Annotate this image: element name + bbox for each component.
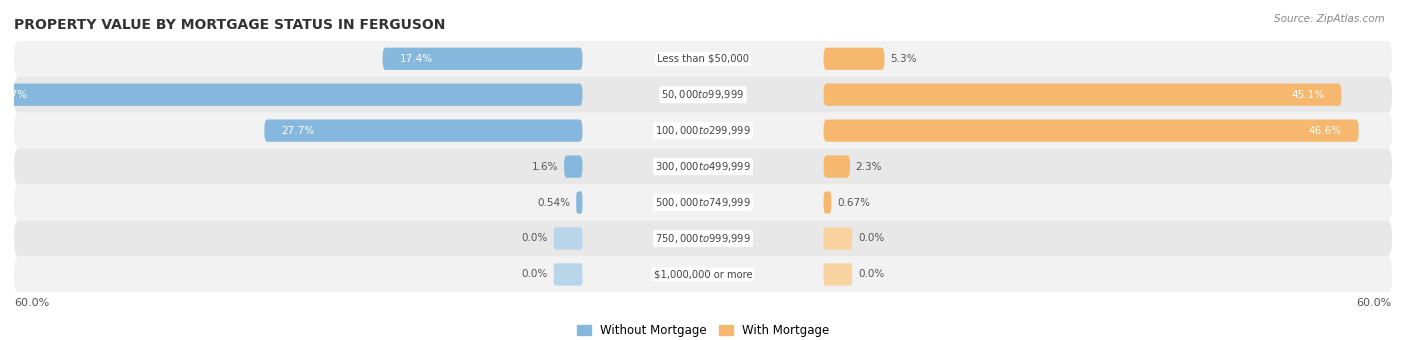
Text: 17.4%: 17.4% bbox=[399, 54, 433, 64]
Text: 60.0%: 60.0% bbox=[14, 298, 49, 308]
Text: 5.3%: 5.3% bbox=[890, 54, 917, 64]
Text: 0.0%: 0.0% bbox=[522, 269, 548, 279]
Text: $1,000,000 or more: $1,000,000 or more bbox=[654, 269, 752, 279]
FancyBboxPatch shape bbox=[554, 263, 582, 286]
Text: 52.7%: 52.7% bbox=[0, 90, 28, 100]
FancyBboxPatch shape bbox=[576, 191, 582, 214]
FancyBboxPatch shape bbox=[264, 120, 582, 142]
FancyBboxPatch shape bbox=[824, 191, 831, 214]
Text: 0.0%: 0.0% bbox=[858, 269, 884, 279]
FancyBboxPatch shape bbox=[14, 41, 1392, 77]
Text: Source: ZipAtlas.com: Source: ZipAtlas.com bbox=[1274, 14, 1385, 23]
FancyBboxPatch shape bbox=[824, 48, 884, 70]
Text: 2.3%: 2.3% bbox=[856, 162, 882, 172]
Text: 0.54%: 0.54% bbox=[537, 198, 571, 207]
Text: 46.6%: 46.6% bbox=[1309, 126, 1341, 136]
Text: 27.7%: 27.7% bbox=[281, 126, 315, 136]
Text: 60.0%: 60.0% bbox=[1357, 298, 1392, 308]
FancyBboxPatch shape bbox=[824, 155, 851, 178]
FancyBboxPatch shape bbox=[824, 227, 852, 250]
Text: $100,000 to $299,999: $100,000 to $299,999 bbox=[655, 124, 751, 137]
Text: $750,000 to $999,999: $750,000 to $999,999 bbox=[655, 232, 751, 245]
Text: $500,000 to $749,999: $500,000 to $749,999 bbox=[655, 196, 751, 209]
Text: 1.6%: 1.6% bbox=[531, 162, 558, 172]
Text: 0.0%: 0.0% bbox=[522, 234, 548, 243]
Text: $50,000 to $99,999: $50,000 to $99,999 bbox=[661, 88, 745, 101]
FancyBboxPatch shape bbox=[382, 48, 582, 70]
Text: $300,000 to $499,999: $300,000 to $499,999 bbox=[655, 160, 751, 173]
Text: Less than $50,000: Less than $50,000 bbox=[657, 54, 749, 64]
FancyBboxPatch shape bbox=[824, 263, 852, 286]
FancyBboxPatch shape bbox=[14, 113, 1392, 149]
FancyBboxPatch shape bbox=[0, 84, 582, 106]
FancyBboxPatch shape bbox=[824, 120, 1358, 142]
Text: PROPERTY VALUE BY MORTGAGE STATUS IN FERGUSON: PROPERTY VALUE BY MORTGAGE STATUS IN FER… bbox=[14, 18, 446, 32]
FancyBboxPatch shape bbox=[14, 77, 1392, 113]
Legend: Without Mortgage, With Mortgage: Without Mortgage, With Mortgage bbox=[572, 319, 834, 340]
FancyBboxPatch shape bbox=[554, 227, 582, 250]
FancyBboxPatch shape bbox=[824, 84, 1341, 106]
Text: 0.67%: 0.67% bbox=[837, 198, 870, 207]
Text: 0.0%: 0.0% bbox=[858, 234, 884, 243]
FancyBboxPatch shape bbox=[14, 185, 1392, 221]
FancyBboxPatch shape bbox=[14, 256, 1392, 292]
FancyBboxPatch shape bbox=[564, 155, 582, 178]
Text: 45.1%: 45.1% bbox=[1291, 90, 1324, 100]
FancyBboxPatch shape bbox=[14, 221, 1392, 256]
FancyBboxPatch shape bbox=[14, 149, 1392, 185]
